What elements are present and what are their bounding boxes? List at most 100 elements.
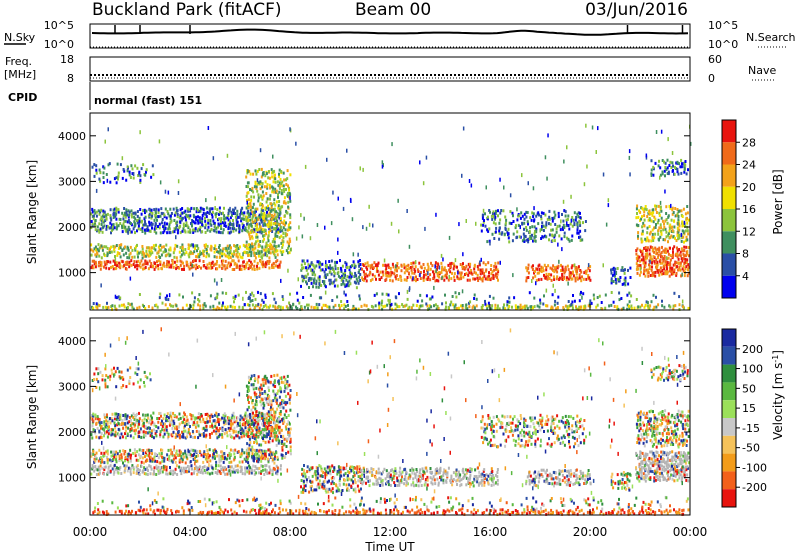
echo-cell <box>101 214 104 218</box>
echo-cell <box>667 137 669 142</box>
echo-cell <box>264 248 267 252</box>
echo-cell <box>101 378 104 382</box>
echo-cell <box>99 267 102 271</box>
echo-cell <box>167 416 170 420</box>
echo-cell <box>115 460 118 464</box>
echo-cell <box>175 432 177 436</box>
echo-cell <box>241 460 244 464</box>
echo-cell <box>250 254 253 258</box>
echo-cell <box>116 423 119 427</box>
echo-cell <box>677 215 680 218</box>
echo-cell <box>112 450 115 454</box>
echo-cell <box>176 209 179 212</box>
echo-cell <box>130 263 133 267</box>
echo-cell <box>544 234 546 238</box>
echo-cell <box>99 179 102 183</box>
echo-cell <box>265 192 268 195</box>
echo-cell <box>240 452 243 455</box>
echo-cell <box>624 276 627 280</box>
echo-cell <box>264 293 267 297</box>
echo-cell <box>670 272 673 276</box>
echo-cell <box>215 411 218 415</box>
echo-cell <box>251 432 253 435</box>
echo-cell <box>574 276 577 280</box>
echo-cell <box>468 271 471 275</box>
echo-cell <box>340 268 343 272</box>
echo-cell <box>576 212 579 216</box>
echo-cell <box>102 212 105 216</box>
echo-cell <box>121 419 124 423</box>
echo-cell <box>156 417 159 420</box>
echo-cell <box>221 262 224 266</box>
echo-cell <box>157 465 160 469</box>
echo-cell <box>215 230 218 234</box>
echo-cell <box>547 274 550 278</box>
echo-cell <box>365 226 368 231</box>
echo-cell <box>174 456 177 460</box>
echo-cell <box>361 267 364 271</box>
echo-cell <box>195 255 198 259</box>
echo-cell <box>659 173 662 177</box>
echo-cell <box>267 239 270 243</box>
echo-cell <box>557 264 560 268</box>
echo-cell <box>472 277 475 281</box>
echo-cell <box>119 218 122 221</box>
echo-cell <box>189 230 192 234</box>
echo-cell <box>251 236 254 240</box>
echo-cell <box>134 247 136 251</box>
echo-cell <box>433 285 435 290</box>
echo-cell <box>163 467 166 471</box>
echo-cell <box>523 234 526 238</box>
echo-cell <box>115 217 118 221</box>
echo-cell <box>157 456 160 460</box>
colorbar-swatch <box>722 209 736 232</box>
echo-cell <box>382 305 385 309</box>
echo-cell <box>236 421 239 425</box>
echo-cell <box>551 234 554 238</box>
echo-cell <box>110 218 113 222</box>
echo-cell <box>661 261 664 265</box>
echo-cell <box>222 301 224 305</box>
echo-cell <box>213 419 216 423</box>
echo-cell <box>223 252 226 256</box>
echo-cell <box>385 264 388 268</box>
echo-cell <box>97 465 100 469</box>
echo-cell <box>149 414 152 418</box>
echo-cell <box>290 247 292 252</box>
echo-cell <box>110 226 112 230</box>
echo-cell <box>176 244 179 248</box>
echo-cell <box>261 206 264 210</box>
echo-cell <box>679 250 682 254</box>
echo-cell <box>123 263 126 267</box>
echo-cell <box>526 269 529 273</box>
echo-cell <box>665 270 667 274</box>
echo-cell <box>178 422 181 426</box>
echo-cell <box>102 181 105 185</box>
echo-cell <box>499 260 501 265</box>
echo-cell <box>128 173 131 177</box>
echo-cell <box>655 252 658 256</box>
echo-cell <box>540 211 543 215</box>
echo-cell <box>303 262 306 266</box>
echo-cell <box>523 237 526 241</box>
echo-cell <box>199 225 202 229</box>
echo-cell <box>669 263 672 267</box>
echo-cell <box>205 198 207 203</box>
echo-cell <box>310 261 313 265</box>
echo-cell <box>118 457 121 460</box>
echo-cell <box>633 306 636 310</box>
echo-cell <box>106 260 108 263</box>
echo-cell <box>562 307 565 311</box>
echo-cell <box>218 210 221 214</box>
echo-cell <box>315 264 318 268</box>
echo-cell <box>502 209 505 213</box>
echo-cell <box>134 454 137 458</box>
echo-cell <box>242 431 245 435</box>
echo-cell <box>584 306 587 310</box>
echo-cell <box>662 238 665 242</box>
echo-cell <box>230 424 233 428</box>
echo-cell <box>558 234 561 238</box>
echo-cell <box>373 293 376 297</box>
echo-cell <box>147 426 150 430</box>
echo-cell <box>238 224 241 228</box>
